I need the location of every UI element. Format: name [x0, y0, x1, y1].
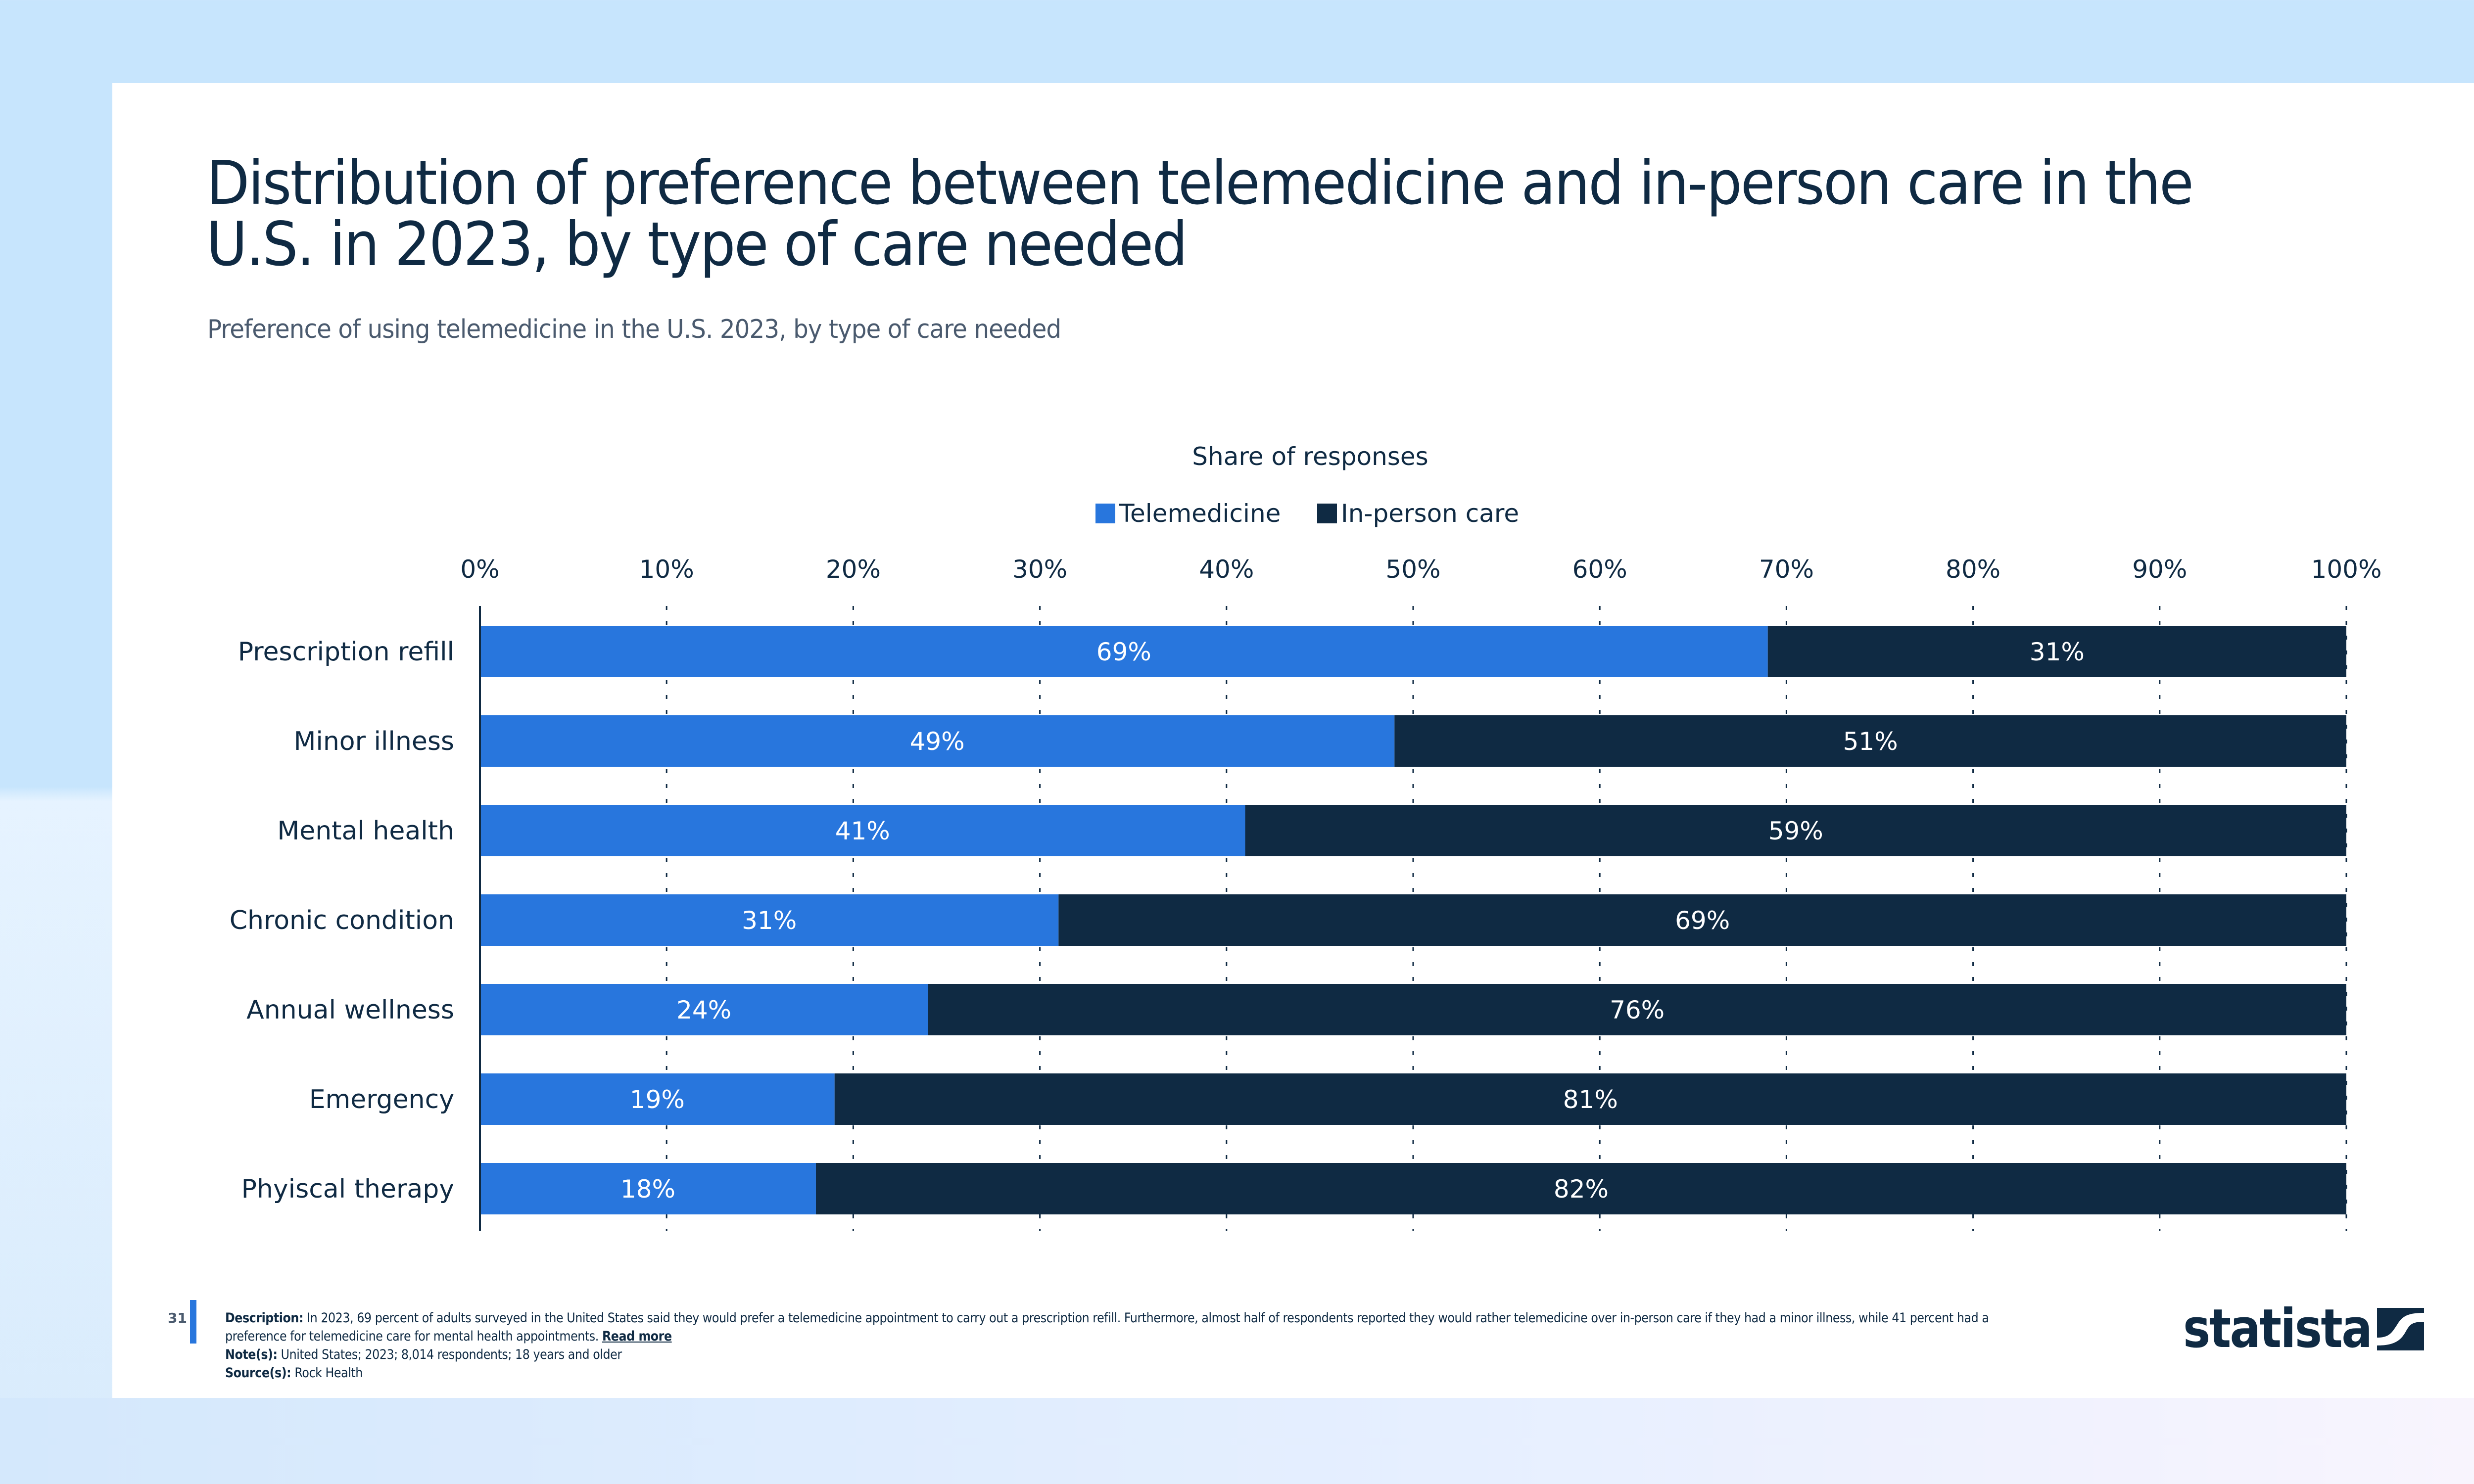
y-category-label: Annual wellness — [246, 995, 454, 1025]
legend: Telemedicine In-person care — [1095, 499, 1519, 528]
y-category-label: Minor illness — [294, 727, 454, 756]
bar-in-person-3[interactable] — [1058, 894, 2346, 946]
x-tick-label: 10% — [639, 555, 694, 584]
bar-value-label: 82% — [1554, 1175, 1609, 1204]
notes: Note(s): United States; 2023; 8,014 resp… — [225, 1345, 2010, 1364]
legend-swatch-1 — [1317, 504, 1337, 523]
bar-telemedicine-1[interactable] — [480, 715, 1395, 767]
bar-telemedicine-0[interactable] — [480, 626, 1768, 677]
bar-telemedicine-5[interactable] — [480, 1073, 835, 1125]
y-category-label: Phyiscal therapy — [241, 1174, 454, 1204]
legend-label-1[interactable]: In-person care — [1341, 499, 1519, 528]
x-tick-label: 100% — [2311, 555, 2382, 584]
bar-telemedicine-6[interactable] — [480, 1163, 816, 1214]
bar-value-label: 18% — [620, 1175, 675, 1204]
notes-text: United States; 2023; 8,014 respondents; … — [277, 1347, 622, 1362]
source-text: Rock Health — [291, 1365, 363, 1381]
bar-value-label: 69% — [1096, 638, 1151, 666]
x-tick-label: 20% — [826, 555, 881, 584]
bar-in-person-4[interactable] — [928, 984, 2346, 1035]
x-tick-label: 70% — [1759, 555, 1814, 584]
bar-in-person-2[interactable] — [1245, 805, 2346, 856]
bar-in-person-0[interactable] — [1767, 626, 2346, 677]
y-category-label: Emergency — [309, 1085, 454, 1114]
page-number: 31 — [168, 1310, 187, 1326]
bar-telemedicine-4[interactable] — [480, 984, 928, 1035]
footer-notes: Description: In 2023, 69 percent of adul… — [225, 1309, 2010, 1382]
bar-in-person-6[interactable] — [815, 1163, 2346, 1214]
bar-value-label: 59% — [1768, 817, 1823, 845]
source: Source(s): Rock Health — [225, 1364, 2010, 1382]
source-label: Source(s): — [225, 1365, 291, 1381]
bar-value-label: 19% — [630, 1085, 685, 1114]
x-tick-label: 30% — [1012, 555, 1067, 584]
bar-telemedicine-3[interactable] — [480, 894, 1059, 946]
bar-value-label: 31% — [742, 906, 797, 935]
bar-value-label: 76% — [1610, 996, 1665, 1024]
y-axis-labels: Prescription refill Minor illness Mental h… — [230, 637, 454, 1204]
bar-telemedicine-2[interactable] — [480, 805, 1245, 856]
read-more-link[interactable]: Read more — [602, 1329, 672, 1344]
bar-value-label: 69% — [1675, 906, 1730, 935]
y-category-label: Mental health — [277, 816, 454, 846]
legend-label-0[interactable]: Telemedicine — [1119, 499, 1281, 528]
footer-accent-bar — [190, 1300, 196, 1344]
bars: 69% 31% 49% 51% 41% 59% 31% 69% 24% 76% 19% 81% 18% 8… — [480, 626, 2346, 1214]
bar-value-label: 51% — [1843, 727, 1898, 756]
notes-label: Note(s): — [225, 1347, 278, 1362]
bar-value-label: 41% — [835, 817, 890, 845]
bar-value-label: 24% — [676, 996, 731, 1024]
description-text: In 2023, 69 percent of adults surveyed i… — [225, 1310, 1989, 1344]
x-tick-label: 90% — [2132, 555, 2187, 584]
background-decoration-bottom — [0, 1398, 2474, 1484]
x-tick-label: 40% — [1199, 555, 1254, 584]
bar-in-person-5[interactable] — [834, 1073, 2346, 1125]
statista-logo[interactable]: statista — [2183, 1298, 2425, 1360]
y-category-label: Chronic condition — [230, 906, 454, 935]
y-category-label: Prescription refill — [238, 637, 454, 667]
legend-swatch-0 — [1095, 504, 1115, 523]
bar-value-label: 49% — [910, 727, 965, 756]
x-tick-label: 80% — [1946, 555, 2000, 584]
x-axis-title: Share of responses — [1192, 442, 1428, 471]
description: Description: In 2023, 69 percent of adul… — [225, 1309, 2010, 1345]
x-tick-label: 0% — [460, 555, 499, 584]
x-axis-ticks: 0% 10% 20% 30% 40% 50% 60% 70% 80% 90% 100% — [460, 555, 2381, 584]
statista-logo-icon — [2377, 1307, 2425, 1350]
x-tick-label: 50% — [1385, 555, 1440, 584]
chart-subtitle: Preference of using telemedicine in the … — [207, 315, 1061, 344]
x-tick-label: 60% — [1572, 555, 1627, 584]
bar-value-label: 31% — [2030, 638, 2085, 666]
chart-title-line-2: U.S. in 2023, by type of care needed — [206, 209, 1188, 279]
bar-value-label: 81% — [1563, 1085, 1618, 1114]
bar-in-person-1[interactable] — [1394, 715, 2346, 767]
logo-wordmark: statista — [2183, 1298, 2373, 1360]
chart-title: Distribution of preference between telem… — [206, 152, 2277, 275]
chart-title-line-1: Distribution of preference between telem… — [206, 148, 2194, 218]
description-label: Description: — [225, 1310, 303, 1326]
